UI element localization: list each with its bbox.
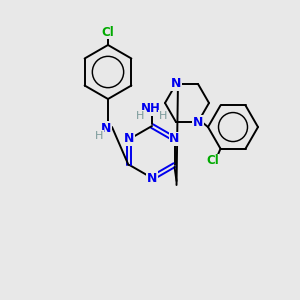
Text: N: N bbox=[171, 77, 181, 90]
Text: H: H bbox=[159, 111, 167, 121]
Text: N: N bbox=[124, 133, 135, 146]
Text: Cl: Cl bbox=[102, 26, 114, 38]
Text: NH: NH bbox=[141, 103, 161, 116]
Text: N: N bbox=[147, 172, 157, 184]
Text: N: N bbox=[101, 122, 111, 134]
Text: N: N bbox=[169, 133, 180, 146]
Text: Cl: Cl bbox=[206, 154, 219, 167]
Text: H: H bbox=[95, 131, 103, 141]
Text: N: N bbox=[193, 116, 203, 129]
Text: H: H bbox=[136, 111, 144, 121]
